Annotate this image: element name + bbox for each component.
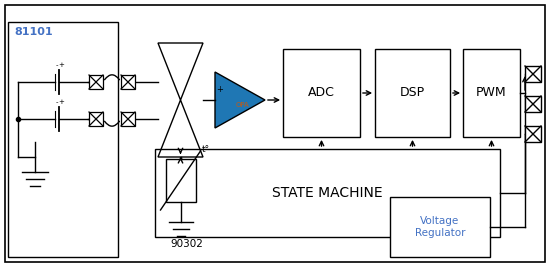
Polygon shape	[215, 72, 265, 128]
Bar	[8, 22, 118, 257]
Text: ADC: ADC	[308, 87, 335, 100]
Bar	[89, 112, 103, 126]
Text: +: +	[217, 85, 223, 95]
Text: -: -	[56, 62, 58, 68]
Bar	[121, 75, 135, 89]
Text: +: +	[58, 99, 64, 105]
Bar	[89, 75, 103, 89]
Bar	[525, 66, 541, 82]
Bar	[283, 49, 360, 137]
Text: t°: t°	[201, 145, 210, 154]
Text: +: +	[58, 62, 64, 68]
Text: OPA: OPA	[236, 102, 250, 108]
Bar	[463, 49, 520, 137]
Text: Voltage
Regulator: Voltage Regulator	[415, 216, 465, 238]
Text: STATE MACHINE: STATE MACHINE	[272, 186, 383, 200]
Text: 90302: 90302	[170, 239, 203, 249]
Bar	[375, 49, 450, 137]
Bar	[390, 197, 490, 257]
Bar	[166, 159, 195, 202]
Text: DSP: DSP	[400, 87, 425, 100]
Text: -: -	[56, 99, 58, 105]
Bar	[121, 112, 135, 126]
Text: 81101: 81101	[14, 27, 53, 37]
Bar	[525, 126, 541, 142]
Text: PWM: PWM	[476, 87, 507, 100]
Bar	[525, 96, 541, 112]
Bar	[155, 149, 500, 237]
